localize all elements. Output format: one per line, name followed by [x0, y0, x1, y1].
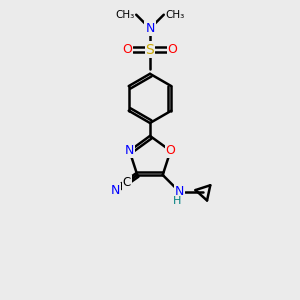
Text: O: O — [166, 144, 176, 157]
Text: H: H — [173, 196, 182, 206]
Text: N: N — [125, 144, 134, 157]
Text: N: N — [175, 185, 184, 198]
Text: N: N — [145, 22, 155, 35]
Text: CH₃: CH₃ — [165, 10, 184, 20]
Text: CH₃: CH₃ — [116, 10, 135, 20]
Text: O: O — [168, 43, 177, 56]
Text: N: N — [110, 184, 120, 197]
Text: O: O — [123, 43, 132, 56]
Text: C: C — [123, 176, 131, 189]
Text: S: S — [146, 43, 154, 56]
